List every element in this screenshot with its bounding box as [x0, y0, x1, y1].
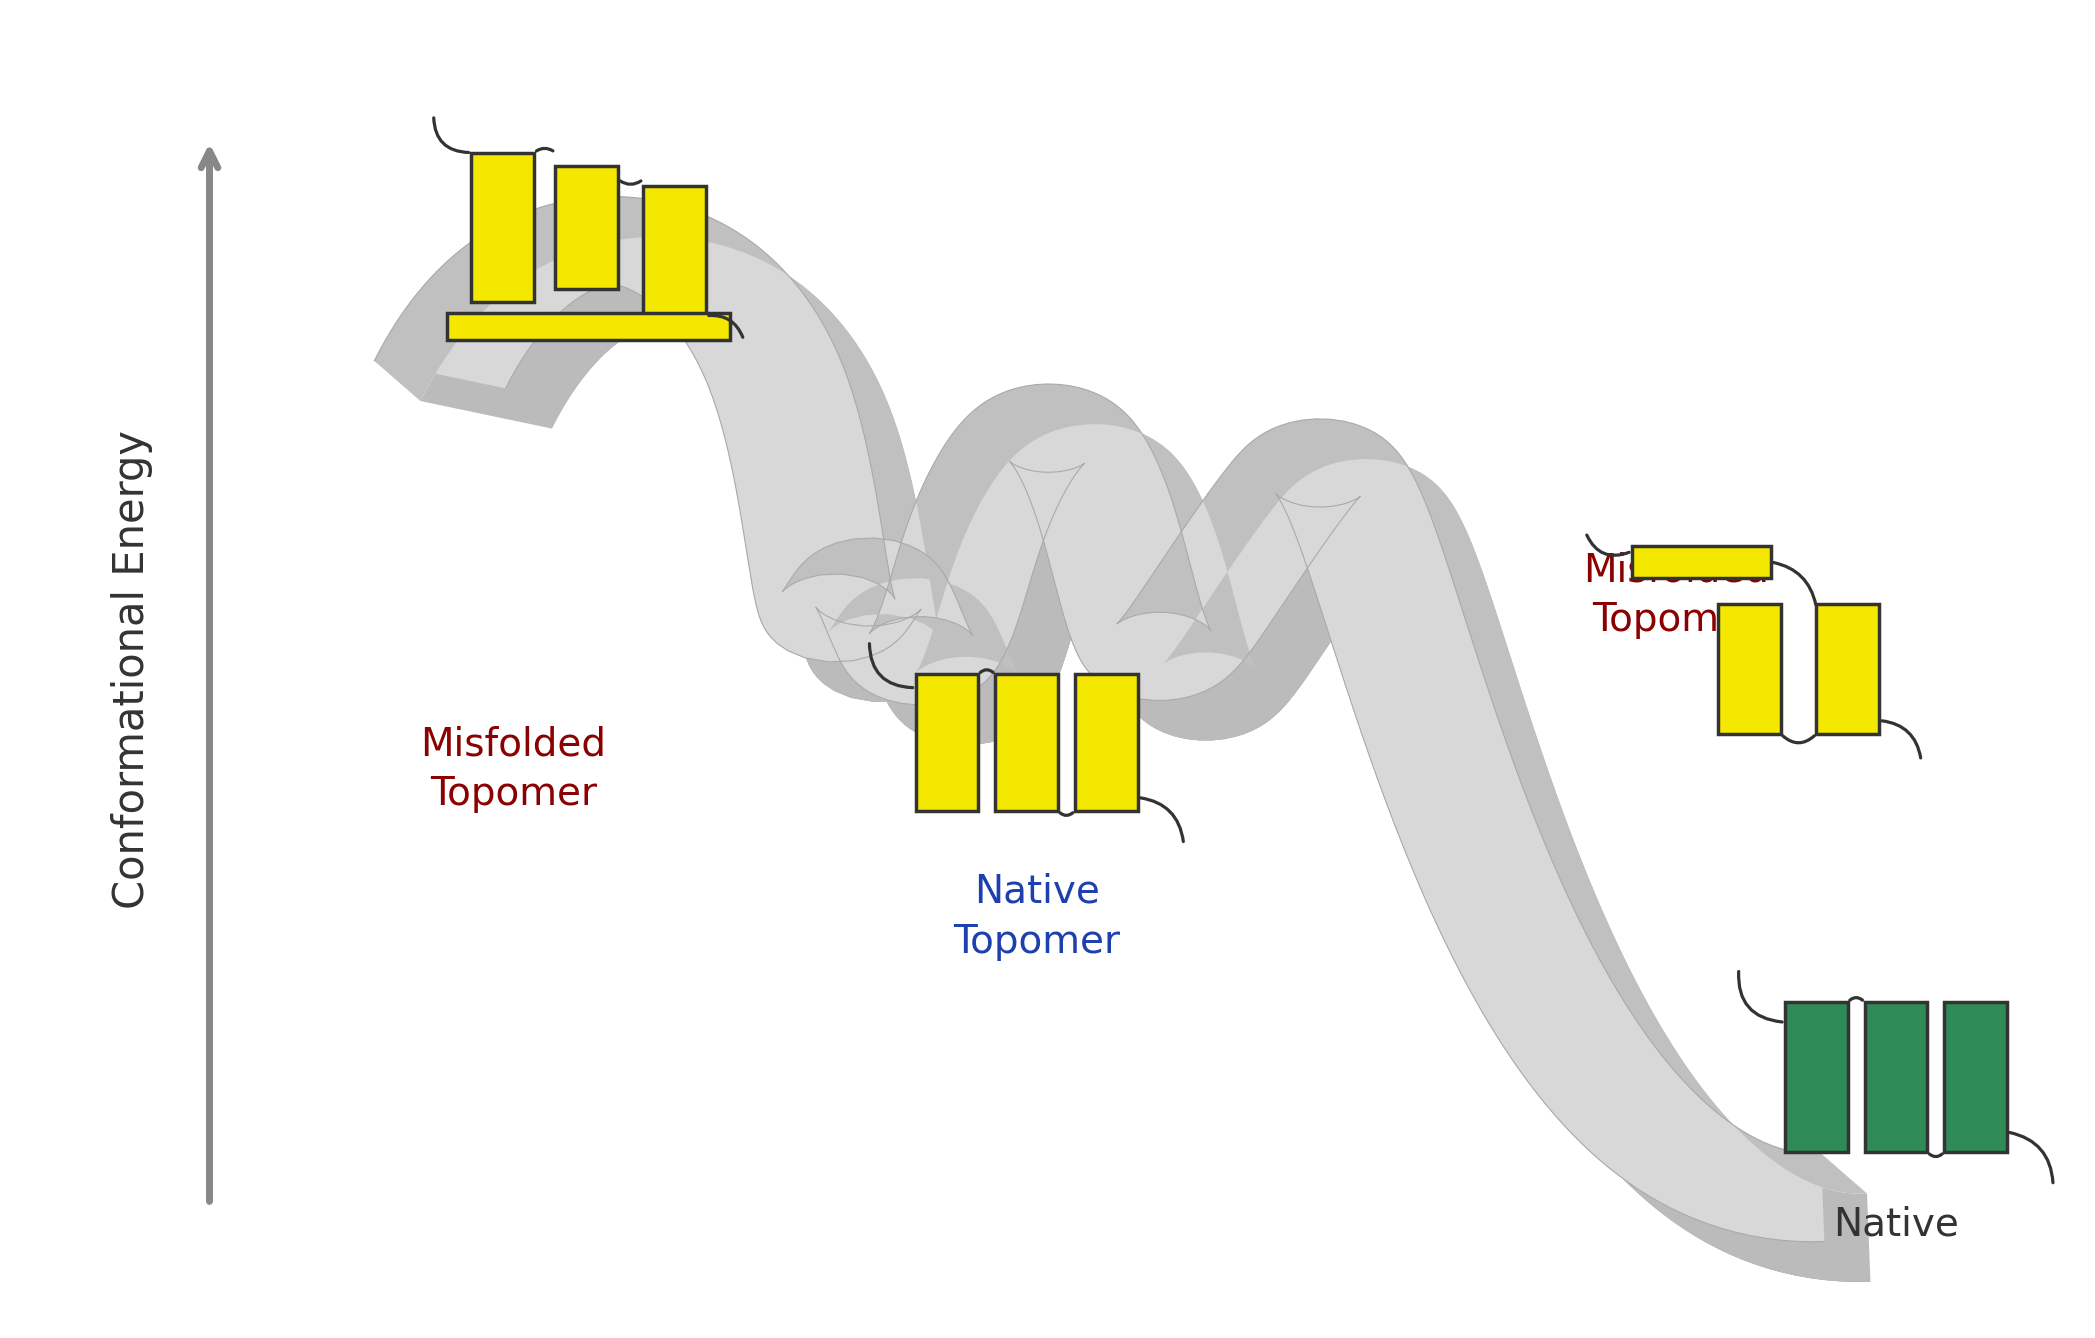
Text: Native
Topomer: Native Topomer — [953, 872, 1121, 961]
Text: Misfolded
Topomer: Misfolded Topomer — [1584, 551, 1768, 640]
Bar — [448, 313, 731, 340]
Polygon shape — [375, 197, 1867, 1193]
Bar — [1944, 1002, 2007, 1152]
Bar — [555, 166, 618, 289]
Bar — [916, 674, 978, 811]
Text: Misfolded
Topomer: Misfolded Topomer — [421, 725, 605, 814]
Bar — [1816, 605, 1879, 735]
Bar — [1718, 605, 1781, 735]
Polygon shape — [375, 197, 1825, 1242]
Polygon shape — [421, 237, 1871, 1282]
Text: Conformational Energy: Conformational Energy — [111, 429, 153, 909]
Bar — [1075, 674, 1138, 811]
Bar — [643, 186, 706, 322]
Text: Native: Native — [1833, 1206, 1959, 1243]
Polygon shape — [505, 285, 1871, 1282]
Bar — [471, 153, 534, 302]
Bar — [1785, 1002, 1848, 1152]
Bar — [1632, 546, 1770, 578]
Bar — [1865, 1002, 1927, 1152]
Bar — [995, 674, 1058, 811]
